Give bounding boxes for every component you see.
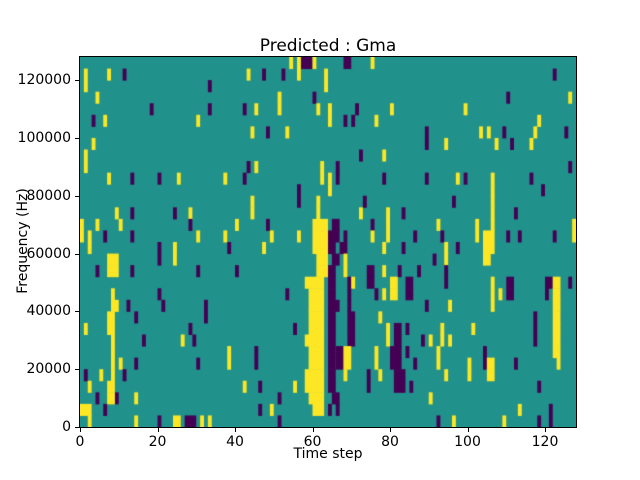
- y-tick-mark: [75, 369, 79, 371]
- x-axis-label: Time step: [293, 446, 363, 462]
- y-tick-label: 0: [62, 419, 71, 435]
- x-tick-label: 120: [531, 434, 559, 450]
- x-tick-label: 40: [226, 434, 244, 450]
- x-tick-mark: [80, 428, 81, 432]
- x-tick-mark: [312, 428, 314, 432]
- y-tick-label: 40000: [26, 303, 71, 320]
- y-tick-label: 60000: [26, 245, 71, 262]
- heatmap-image: [80, 57, 576, 427]
- x-tick-mark: [235, 428, 236, 432]
- x-tick-mark: [157, 428, 159, 432]
- x-tick-label: 80: [381, 434, 399, 450]
- x-tick-mark: [390, 428, 391, 432]
- plot-area: [79, 56, 577, 428]
- y-tick-mark: [75, 80, 79, 82]
- y-tick-label: 80000: [26, 187, 71, 204]
- chart-title: Predicted : Gma: [259, 36, 397, 56]
- y-tick-mark: [75, 137, 79, 139]
- y-tick-mark: [75, 253, 79, 255]
- y-tick-label: 20000: [26, 361, 71, 378]
- x-tick-label: 20: [148, 434, 167, 450]
- x-tick-label: 0: [75, 434, 85, 450]
- x-tick-label: 100: [454, 434, 481, 450]
- y-tick-label: 120000: [17, 72, 71, 89]
- x-tick-mark: [467, 428, 469, 432]
- y-tick-mark: [75, 427, 79, 428]
- y-tick-mark: [75, 195, 79, 197]
- y-tick-label: 100000: [17, 129, 71, 146]
- x-tick-label: 60: [303, 434, 322, 450]
- x-tick-mark: [545, 428, 546, 432]
- y-tick-mark: [75, 311, 79, 313]
